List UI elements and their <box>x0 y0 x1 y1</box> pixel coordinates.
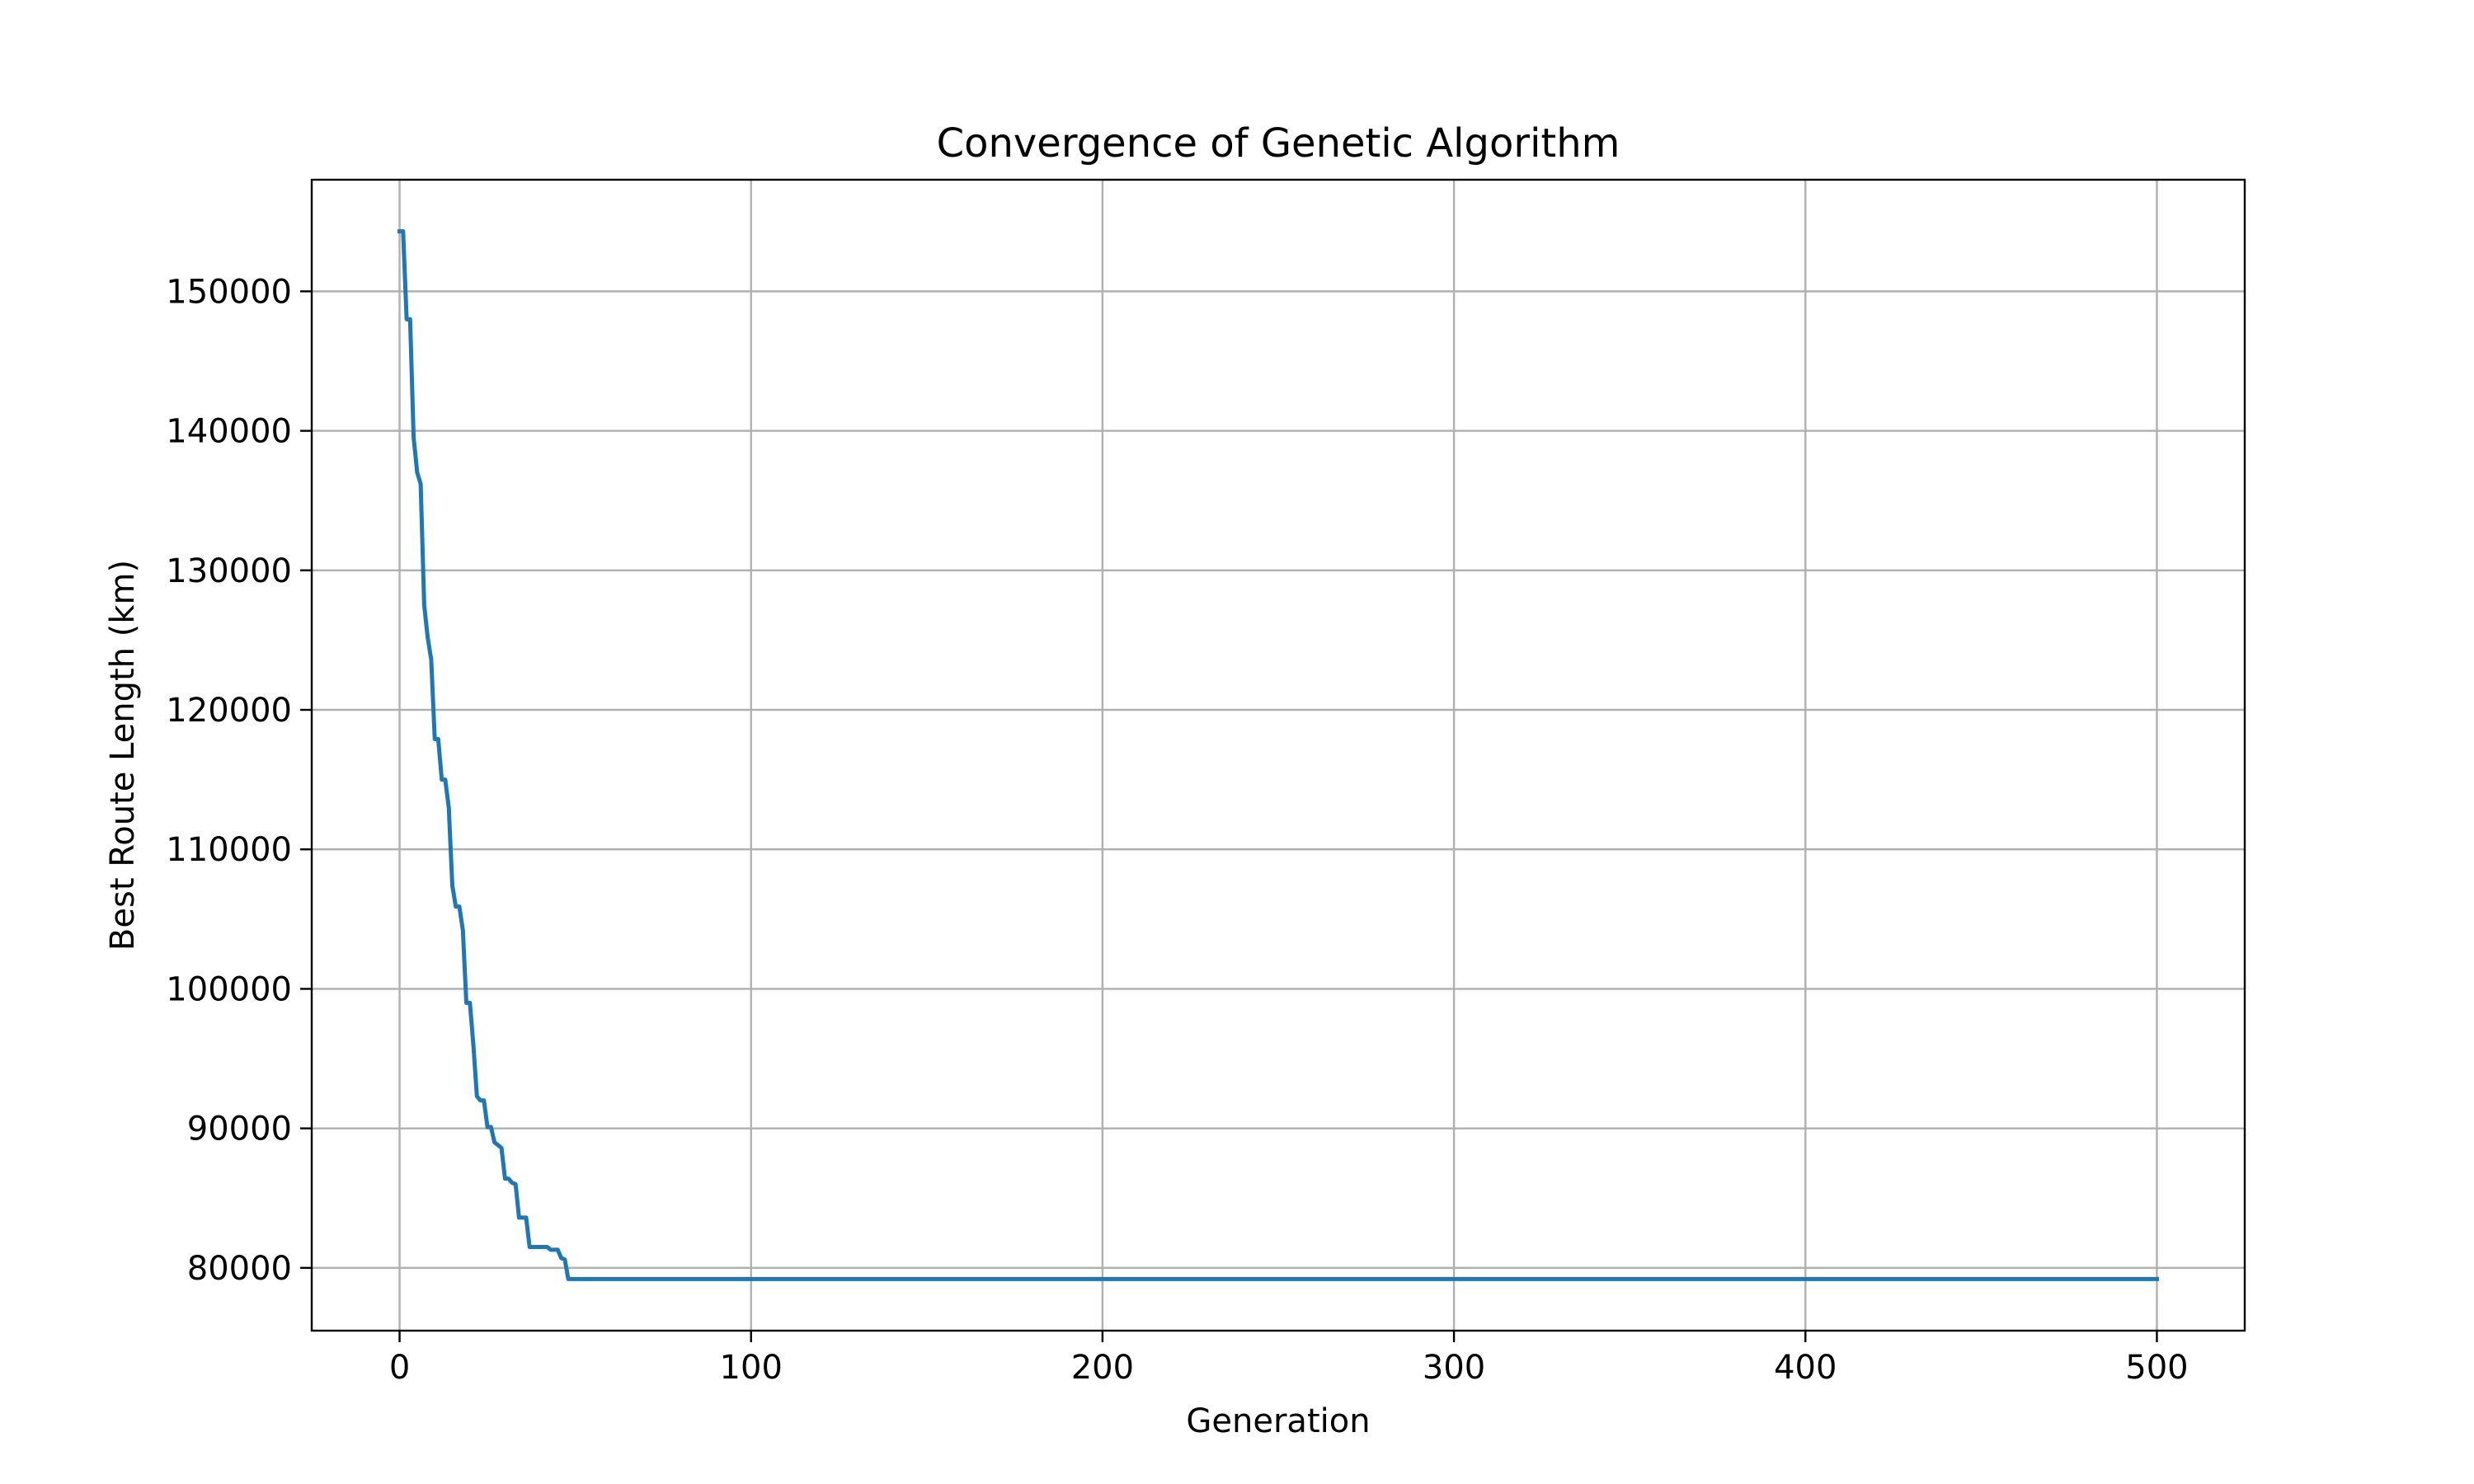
y-tick-label: 140000 <box>166 413 292 451</box>
x-tick-label: 100 <box>720 1349 783 1387</box>
chart-title: Convergence of Genetic Algorithm <box>937 120 1620 167</box>
y-tick-label: 100000 <box>166 970 292 1008</box>
y-axis-ticks: 80000 90000 100000 110000 120000 130000 140000… <box>166 273 312 1288</box>
axes-frame <box>310 178 2246 1332</box>
y-tick-label: 120000 <box>166 692 292 730</box>
x-tick-label: 0 <box>389 1349 410 1387</box>
x-tick-label: 400 <box>1774 1349 1837 1387</box>
series-line <box>397 229 2159 1281</box>
x-gridlines <box>398 180 2158 1331</box>
y-tick-label: 80000 <box>187 1250 292 1288</box>
x-tick-label: 300 <box>1423 1349 1485 1387</box>
x-axis-ticks: 0 100 200 300 400 500 <box>389 1331 2189 1387</box>
y-tick-label: 130000 <box>166 552 292 590</box>
x-tick-label: 200 <box>1071 1349 1134 1387</box>
y-tick-label: 150000 <box>166 273 292 311</box>
y-tick-label: 90000 <box>187 1111 292 1148</box>
x-axis-label: Generation <box>1186 1402 1370 1440</box>
series-layer <box>397 229 2159 1281</box>
y-tick-label: 110000 <box>166 831 292 869</box>
y-axis-label: Best Route Length (km) <box>104 560 142 951</box>
y-gridlines <box>312 290 2245 1270</box>
x-tick-label: 500 <box>2125 1349 2188 1387</box>
